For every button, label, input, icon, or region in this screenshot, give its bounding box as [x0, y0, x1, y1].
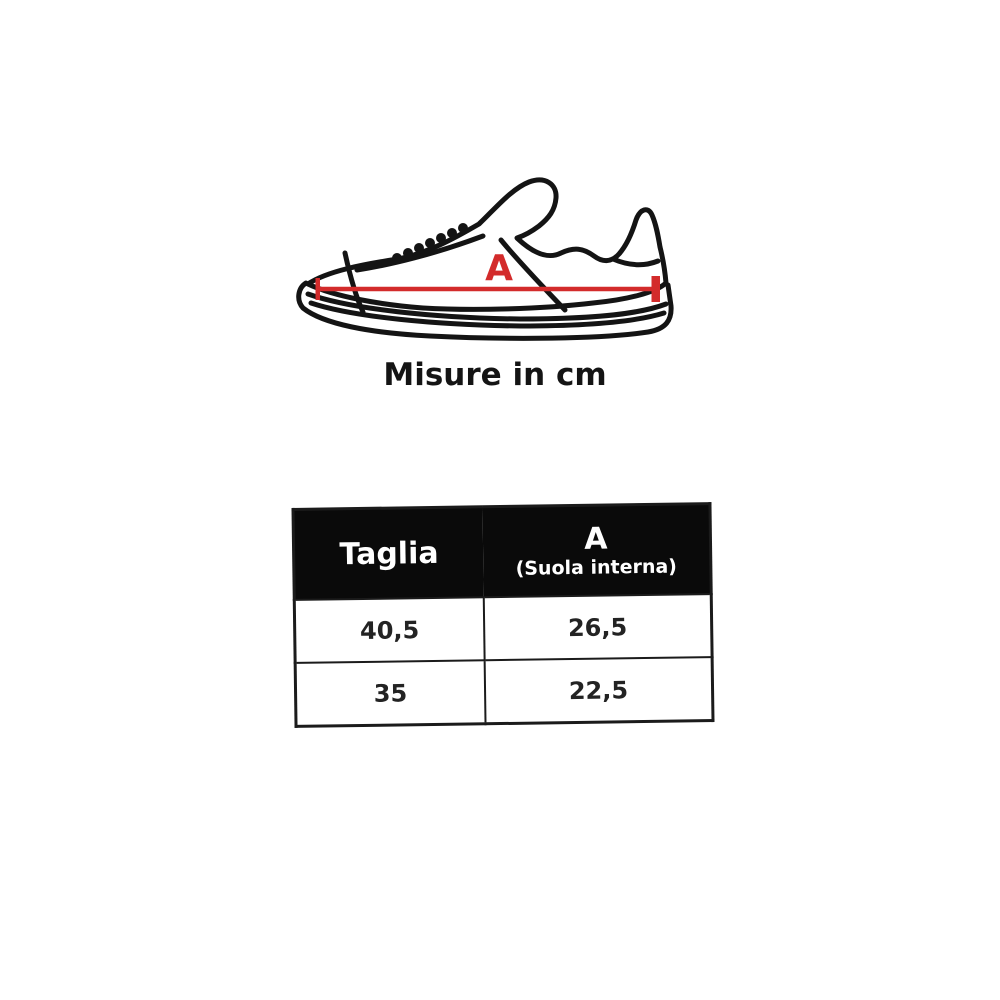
measurement-label: A — [485, 248, 513, 289]
column-subtitle: (Suola interna) — [515, 555, 678, 580]
cell-taglia: 40,5 — [294, 597, 485, 663]
measurement-right-cap — [651, 276, 660, 302]
column-title: A — [583, 521, 608, 557]
shoe-sole-outline — [296, 280, 674, 341]
size-table-header: Taglia A (Suola interna) — [293, 503, 712, 600]
cell-suola-interna: 26,5 — [483, 594, 713, 661]
table-row: 35 22,5 — [295, 657, 713, 727]
header-row: Taglia A (Suola interna) — [293, 503, 712, 600]
size-table: Taglia A (Suola interna) 40,5 26,5 35 22… — [291, 502, 715, 728]
sneaker-outline-icon: A — [296, 177, 674, 341]
measurement-left-cap — [315, 278, 320, 300]
table-row: 40,5 26,5 — [294, 594, 713, 663]
shoe-sole-stripe — [308, 300, 667, 329]
cell-suola-interna: 22,5 — [484, 657, 713, 724]
shoe-toecap-seam — [342, 250, 366, 315]
shoe-quarter-seam — [498, 237, 568, 313]
size-table-body: 40,5 26,5 35 22,5 — [294, 594, 713, 727]
column-header-suola-interna: A (Suola interna) — [482, 503, 712, 598]
shoe-lace-eyelets — [392, 223, 468, 263]
column-header-taglia: Taglia — [293, 506, 484, 600]
shoe-sole-stripe — [305, 291, 669, 322]
figure-caption: Misure in cm — [383, 357, 607, 393]
shoe-size-diagram: A — [295, 158, 695, 356]
cell-taglia: 35 — [295, 660, 486, 727]
shoe-upper-outline — [305, 177, 669, 312]
column-title: Taglia — [339, 535, 439, 572]
shoe-eyelet-stay-line — [354, 233, 486, 273]
shoe-heel-collar-line — [610, 256, 661, 268]
size-table-wrapper: Taglia A (Suola interna) 40,5 26,5 35 22… — [291, 502, 715, 728]
measurement-group: A — [315, 248, 660, 302]
